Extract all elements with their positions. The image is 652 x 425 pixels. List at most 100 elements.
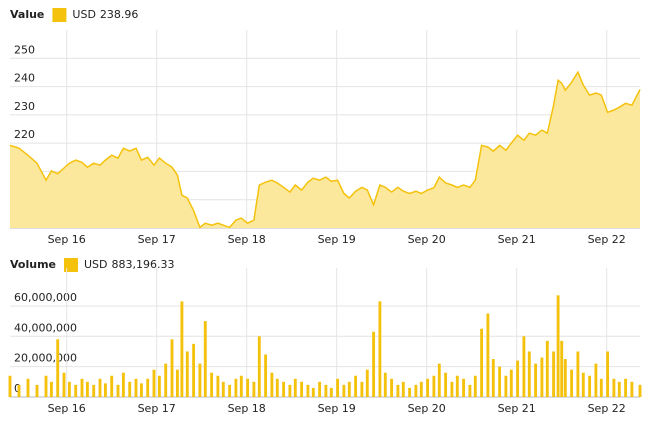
bar <box>390 378 394 397</box>
bar <box>612 378 616 397</box>
bar <box>134 378 138 397</box>
legend-swatch <box>64 258 78 272</box>
y-tick-label: 40,000,000 <box>14 321 77 334</box>
bar <box>617 381 621 397</box>
bar <box>139 383 143 397</box>
x-tick-label: Sep 19 <box>318 233 356 246</box>
bar <box>576 351 580 397</box>
bar <box>103 383 107 397</box>
bar <box>455 375 459 397</box>
bar <box>67 381 71 397</box>
bar <box>170 339 174 397</box>
bar <box>556 295 560 397</box>
bar <box>522 336 526 397</box>
bar <box>462 378 466 397</box>
bar <box>581 372 585 397</box>
bar <box>329 387 333 397</box>
bar <box>630 381 634 397</box>
bar <box>164 363 168 397</box>
y-tick-label: 220 <box>14 128 35 141</box>
bar <box>473 375 477 397</box>
bar <box>486 313 490 397</box>
bar <box>342 384 346 397</box>
legend-value: 238.96 <box>100 8 139 21</box>
legend-title: Value <box>10 8 44 21</box>
bar <box>288 384 292 397</box>
bar <box>594 363 598 397</box>
bar <box>419 381 423 397</box>
bar <box>92 384 96 397</box>
bar <box>257 336 261 397</box>
bar <box>540 357 544 397</box>
bar <box>121 372 125 397</box>
bar <box>17 384 21 397</box>
bar <box>396 384 400 397</box>
y-tick-label: 20,000,000 <box>14 352 77 365</box>
bar <box>157 375 161 397</box>
y-tick-label: 0 <box>14 382 21 395</box>
bar <box>228 384 232 397</box>
bar <box>534 363 538 397</box>
bar <box>432 375 436 397</box>
bar <box>426 378 430 397</box>
x-tick-label: Sep 18 <box>228 233 266 246</box>
bar <box>234 378 238 397</box>
bar <box>98 378 102 397</box>
bar <box>56 339 60 397</box>
bar <box>293 378 297 397</box>
bar <box>74 384 78 397</box>
bar <box>324 384 328 397</box>
bar <box>110 375 114 397</box>
x-tick-label: Sep 20 <box>408 402 446 415</box>
bar <box>347 381 351 397</box>
bar <box>588 375 592 397</box>
bar <box>239 375 243 397</box>
bar <box>527 351 531 397</box>
y-tick-label: 60,000,000 <box>14 291 77 304</box>
bar <box>270 372 274 397</box>
bar <box>599 378 603 397</box>
bar <box>336 378 340 397</box>
bar <box>414 384 418 397</box>
x-tick-label: Sep 19 <box>318 402 356 415</box>
x-tick-label: Sep 16 <box>48 233 86 246</box>
bar <box>180 301 184 397</box>
bar <box>221 381 225 397</box>
bar <box>480 328 484 397</box>
area <box>10 72 640 228</box>
x-tick-label: Sep 22 <box>588 233 626 246</box>
bar <box>563 359 567 397</box>
bar <box>49 381 53 397</box>
bar <box>198 363 202 397</box>
bar <box>606 351 610 397</box>
bar <box>498 366 502 397</box>
bar <box>252 381 256 397</box>
bar <box>246 378 250 397</box>
bar <box>8 375 12 397</box>
bar <box>570 369 574 397</box>
bar <box>437 363 441 397</box>
bar <box>318 381 322 397</box>
bar <box>408 387 412 397</box>
bar <box>203 321 207 397</box>
bar <box>401 381 405 397</box>
bar <box>62 372 66 397</box>
x-tick-label: Sep 16 <box>48 402 86 415</box>
bar <box>146 378 150 397</box>
bar <box>560 340 564 397</box>
x-tick-label: Sep 17 <box>138 233 176 246</box>
x-tick-label: Sep 21 <box>498 402 536 415</box>
bar <box>116 384 120 397</box>
bar <box>545 340 549 397</box>
legend-title: Volume <box>10 258 56 271</box>
bar <box>450 381 454 397</box>
bar <box>311 387 315 397</box>
x-tick-label: Sep 17 <box>138 402 176 415</box>
bar <box>509 369 513 397</box>
bar <box>282 381 286 397</box>
x-tick-label: Sep 20 <box>408 233 446 246</box>
bar <box>85 381 89 397</box>
bar <box>516 360 520 397</box>
legend-name: USD <box>84 258 108 271</box>
